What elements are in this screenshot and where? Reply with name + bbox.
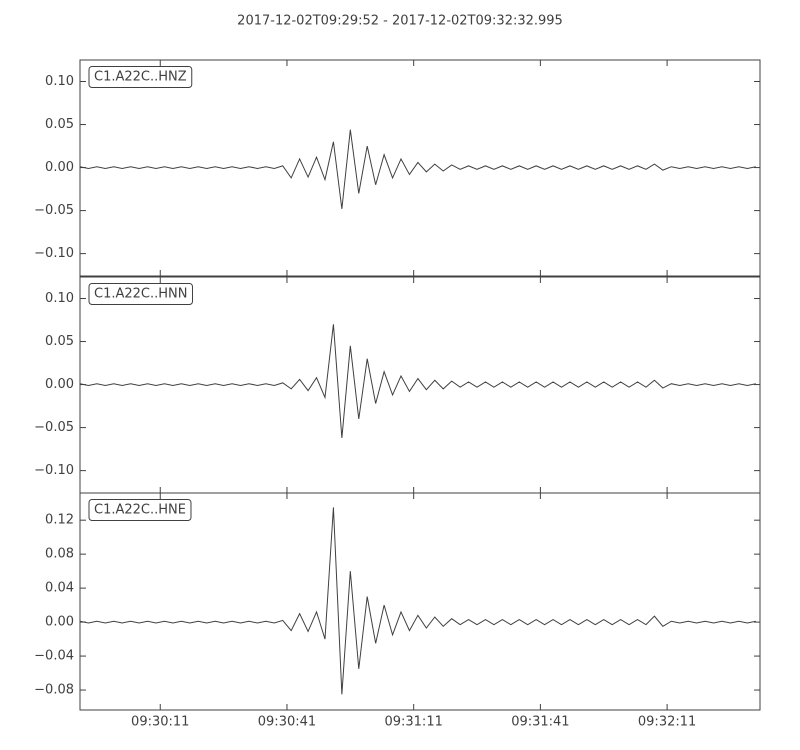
y-tick-label: −0.10 <box>34 246 74 261</box>
y-tick-label: 0.08 <box>45 547 74 562</box>
y-tick-label: 0.04 <box>45 581 74 596</box>
chart-title: 2017-12-02T09:29:52 - 2017-12-02T09:32:3… <box>237 14 563 29</box>
waveform <box>80 507 756 695</box>
y-tick-label: 0.05 <box>45 334 74 349</box>
y-tick-label: 0.10 <box>45 291 74 306</box>
y-tick-label: 0.00 <box>45 377 74 392</box>
y-tick-label: 0.00 <box>45 615 74 630</box>
y-tick-label: −0.08 <box>34 683 74 698</box>
legend-box <box>88 499 192 521</box>
legend-label: C1.A22C..HNE <box>94 503 186 518</box>
x-tick-label: 09:32:11 <box>638 715 696 730</box>
y-tick-label: 0.00 <box>45 160 74 175</box>
y-tick-label: −0.04 <box>34 649 74 664</box>
waveform <box>80 129 756 209</box>
x-tick-label: 09:30:11 <box>131 715 189 730</box>
y-tick-label: 0.12 <box>45 513 74 528</box>
plot-frame <box>79 276 761 494</box>
y-tick-label: −0.05 <box>34 420 74 435</box>
y-tick-label: −0.05 <box>34 203 74 218</box>
legend-box <box>88 66 193 88</box>
waveform <box>80 324 756 438</box>
x-tick-label: 09:31:41 <box>511 715 569 730</box>
plot-frame <box>79 59 761 277</box>
legend-label: C1.A22C..HNN <box>94 287 187 302</box>
legend-label: C1.A22C..HNZ <box>94 70 187 85</box>
y-tick-label: −0.10 <box>34 463 74 478</box>
x-tick-label: 09:31:11 <box>384 715 442 730</box>
legend-box <box>88 283 193 305</box>
y-tick-label: 0.10 <box>45 74 74 89</box>
y-tick-label: 0.05 <box>45 117 74 132</box>
plot-frame <box>79 492 761 711</box>
x-tick-label: 09:30:41 <box>258 715 316 730</box>
